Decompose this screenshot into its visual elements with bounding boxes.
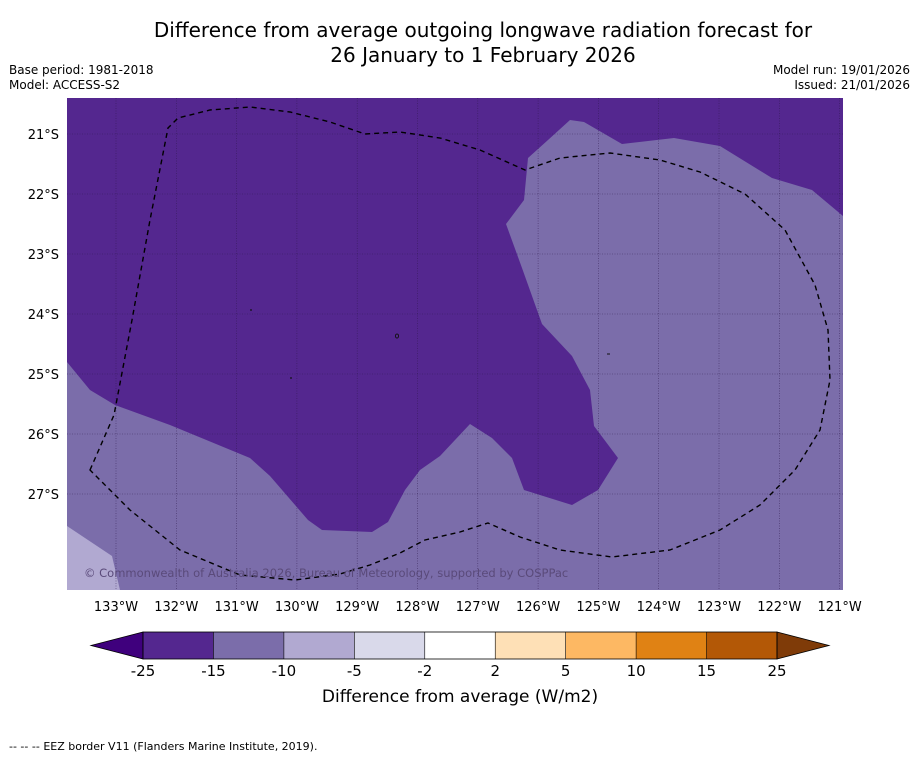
colorbar-bin [495,632,566,659]
colorbar-bin [424,632,496,659]
eez-legend-text: EEZ border V11 (Flanders Marine Institut… [43,740,318,753]
small-island-marker [250,309,252,311]
colorbar-bin [706,632,777,659]
colorbar-bin [354,632,425,659]
model-run: Model run: 19/01/2026 [772,63,910,77]
colorbar-bin [636,632,707,659]
longitude-label: 129°W [335,600,379,615]
longitude-label: 121°W [818,600,862,615]
longitude-labels: 133°W 132°W 131°W 130°W 129°W 128°W 127°W 126°W… [94,600,862,615]
colorbar-tick-label: 25 [767,662,786,680]
title-line-2: 26 January to 1 February 2026 [330,43,636,67]
latitude-label: 25°S [28,368,59,383]
meta-right: Model run: 19/01/2026 Issued: 21/01/2026 [773,63,910,93]
colorbar-max-extension [776,631,831,660]
colorbar-min-extension [89,631,144,660]
colorbar-tick-label: 10 [627,662,646,680]
map-gridlines [67,98,843,590]
latitude-label: 26°S [28,428,59,443]
colorbar-tick-label: 2 [490,662,500,680]
longitude-label: 128°W [395,600,439,615]
colorbar-tick-label: -5 [347,662,362,680]
colorbar-tick-label: 15 [697,662,716,680]
colorbar-tick-label: -10 [272,662,297,680]
map-plot-area [67,98,843,590]
longitude-label: 132°W [154,600,198,615]
chart-title: Difference from average outgoing longwav… [0,18,919,68]
base-period: Base period: 1981-2018 [9,63,154,77]
colorbar-tick-label: 5 [561,662,571,680]
anomaly-15-to-10-region [67,120,843,590]
colorbar-tick-label: -25 [131,662,156,680]
eez-legend-marker: -- -- -- [9,740,40,753]
copyright-text: © Commonwealth of Australia 2026, Bureau… [84,566,568,580]
colorbar-tick-label: -15 [201,662,226,680]
legend-footnote: -- -- -- EEZ border V11 (Flanders Marine… [9,740,317,753]
longitude-label: 131°W [215,600,259,615]
colorbar-bin [143,632,214,659]
meta-left: Base period: 1981-2018 Model: ACCESS-S2 [9,63,154,93]
colorbar-label: Difference from average (W/m2) [322,687,598,707]
longitude-label: 125°W [576,600,620,615]
latitude-label: 23°S [28,248,59,263]
latitude-label: 27°S [28,488,59,503]
title-line-1: Difference from average outgoing longwav… [153,18,813,42]
longitude-label: 122°W [757,600,801,615]
latitude-labels: 21°S 22°S 23°S 24°S 25°S 26°S 27°S [28,128,59,503]
longitude-label: 133°W [94,600,138,615]
latitude-label: 22°S [28,188,59,203]
longitude-label: 127°W [456,600,500,615]
small-island-marker [290,377,292,379]
colorbar-bin [565,632,637,659]
anomaly-10-to-5-region [67,526,120,590]
longitude-label: 124°W [637,600,681,615]
longitude-label: 130°W [275,600,319,615]
model-name: Model: ACCESS-S2 [9,78,121,92]
colorbar-bin [283,632,355,659]
map-figure: © Commonwealth of Australia 2026, Bureau… [28,98,862,707]
colorbar-bin [213,632,284,659]
colorbar-tick-label: -2 [417,662,432,680]
latitude-label: 24°S [28,308,59,323]
colorbar: -25 -15 -10 -5 -2 2 5 10 15 25 [89,631,831,680]
longitude-label: 123°W [697,600,741,615]
issued-date: Issued: 21/01/2026 [794,78,910,92]
longitude-label: 126°W [516,600,560,615]
latitude-label: 21°S [28,128,59,143]
small-island-marker [394,333,400,339]
